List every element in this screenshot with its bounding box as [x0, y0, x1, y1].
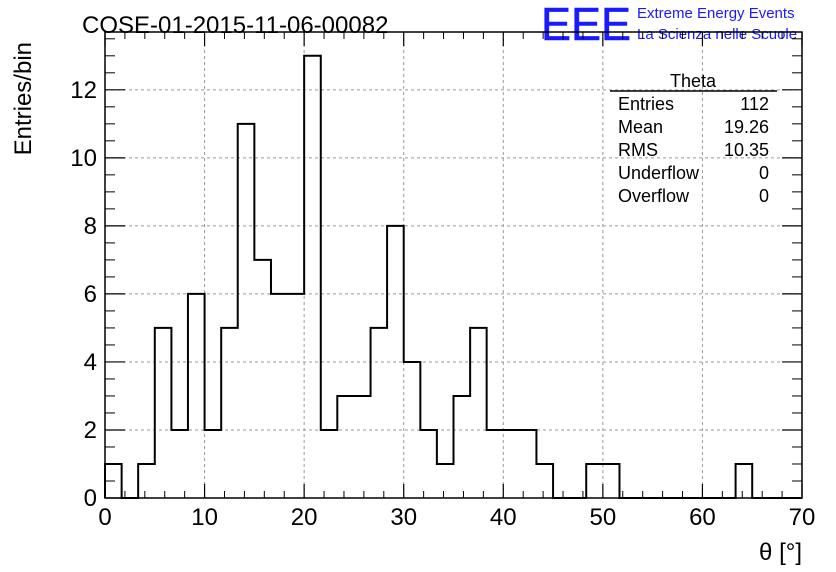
- logo-letters: EEE: [541, 0, 631, 50]
- stats-value: 10.35: [724, 140, 769, 160]
- y-tick-label: 4: [84, 349, 97, 376]
- stats-rows: Entries 112 Mean 19.26 RMS 10.35 Underflow 0 Ove…: [618, 94, 769, 206]
- y-tick-label: 10: [70, 145, 97, 172]
- y-axis-label: Entries/bin: [10, 42, 37, 155]
- stats-value: 112: [740, 94, 769, 114]
- stats-label: RMS: [618, 140, 658, 160]
- x-axis-label: θ [°]: [759, 539, 802, 566]
- stats-box: Theta Entries 112 Mean 19.26 RMS 10.35 Underfl…: [610, 71, 777, 206]
- stats-label: Underflow: [618, 163, 700, 183]
- x-tick-label: 20: [291, 504, 318, 531]
- y-tick-label: 2: [84, 417, 97, 444]
- stats-value: 19.26: [724, 117, 769, 137]
- x-tick-label: 10: [191, 504, 218, 531]
- eee-logo: EEE Extreme Energy Events La Scienza nel…: [541, 0, 797, 50]
- logo-line1: Extreme Energy Events: [637, 5, 795, 22]
- y-tick-labels: 0 2 4 6 8 10 12: [70, 77, 97, 512]
- stats-value: 0: [759, 186, 769, 206]
- plot-frame: [104, 31, 803, 499]
- logo-line2: La Scienza nelle Scuole: [637, 26, 797, 43]
- y-tick-label: 0: [84, 485, 97, 512]
- chart-title: COSE-01-2015-11-06-00082: [82, 12, 388, 39]
- x-tick-label: 30: [390, 504, 417, 531]
- histogram-step-path: [104, 54, 802, 499]
- stats-title: Theta: [670, 71, 717, 91]
- stats-label: Overflow: [618, 186, 690, 206]
- x-tick-label: 60: [689, 504, 716, 531]
- x-tick-label: 70: [789, 504, 816, 531]
- y-tick-label: 6: [84, 281, 97, 308]
- x-tick-labels: 0 10 20 30 40 50 60 70: [98, 504, 815, 531]
- histogram-line: [104, 54, 802, 499]
- y-tick-label: 12: [70, 77, 97, 104]
- stats-label: Entries: [618, 94, 674, 114]
- stats-value: 0: [759, 163, 769, 183]
- x-tick-label: 50: [590, 504, 617, 531]
- x-tick-label: 40: [490, 504, 517, 531]
- x-tick-label: 0: [98, 504, 111, 531]
- y-tick-label: 8: [84, 213, 97, 240]
- stats-label: Mean: [618, 117, 663, 137]
